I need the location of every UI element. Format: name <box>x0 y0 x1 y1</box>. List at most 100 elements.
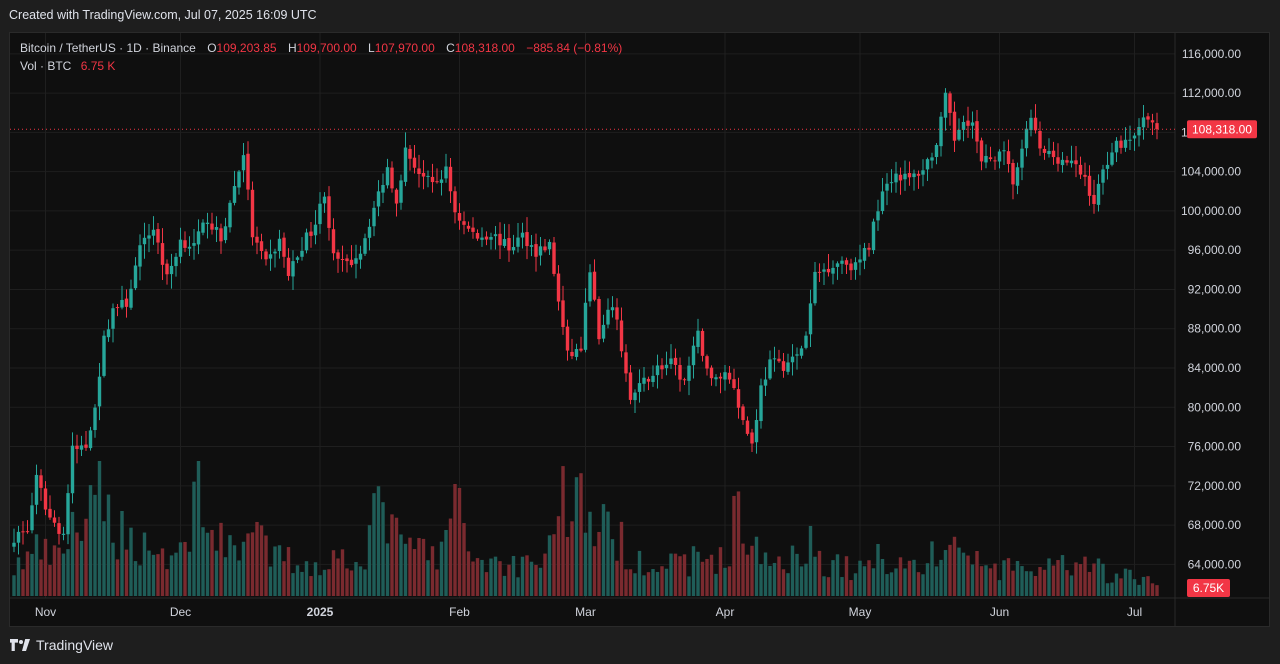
candle-body <box>993 160 997 162</box>
candle-body <box>178 239 183 257</box>
volume-bar <box>79 540 84 596</box>
candle-body <box>1002 150 1006 152</box>
candle-body <box>871 221 876 251</box>
volume-bar <box>151 554 156 596</box>
low-value: 107,970.00 <box>374 41 435 55</box>
volume-bar <box>723 567 727 596</box>
volume-bar <box>885 574 889 596</box>
volume-bar <box>709 554 714 596</box>
candle-body <box>331 229 336 254</box>
price-chart[interactable]: 64,000.00 68,000.00 72,000.00 76,000.00 80,0… <box>10 33 1270 627</box>
volume-bar <box>1150 583 1155 596</box>
volume-bar <box>714 573 718 596</box>
volume-bar <box>331 550 336 596</box>
candle-body <box>66 493 70 535</box>
candle-body <box>1065 160 1069 163</box>
candle-body <box>957 129 961 140</box>
symbol-label[interactable]: Bitcoin / TetherUS · 1D · Binance <box>20 41 196 55</box>
x-tick-label: Mar <box>575 605 596 619</box>
volume-bar <box>349 570 354 596</box>
candle-body <box>948 93 952 113</box>
candle-body <box>358 253 363 260</box>
tradingview-logo[interactable]: TradingView <box>10 637 113 653</box>
candle-body <box>403 147 408 182</box>
candle-body <box>633 392 637 401</box>
candle-body <box>943 92 948 118</box>
candle-body <box>25 531 30 533</box>
volume-bar <box>574 477 579 596</box>
candle-body <box>93 407 97 431</box>
volume-bar <box>844 556 849 596</box>
candle-body <box>538 246 543 256</box>
chart-panel[interactable]: 64,000.00 68,000.00 72,000.00 76,000.00 80,0… <box>9 32 1270 627</box>
volume-bar <box>295 565 300 596</box>
volume-bar <box>471 561 475 596</box>
candle-body <box>43 488 48 510</box>
candle-body <box>21 531 25 533</box>
candle-body <box>1020 148 1024 168</box>
volume-bar <box>336 558 340 596</box>
candle-body <box>133 265 138 289</box>
y-tick-label: 88,000.00 <box>1188 322 1242 336</box>
candle-body <box>529 245 534 247</box>
y-tick-label: 72,000.00 <box>1188 479 1242 493</box>
candle-body <box>912 173 916 178</box>
volume-bar <box>106 494 111 596</box>
volume-bar <box>435 569 439 596</box>
candle-body <box>840 260 844 264</box>
candle-body <box>286 257 291 276</box>
volume-bar <box>912 559 916 596</box>
volume-bar <box>795 553 799 596</box>
candle-body <box>1015 167 1020 186</box>
candle-body <box>1150 120 1155 123</box>
volume-bar <box>736 491 741 596</box>
volume-bar <box>538 567 543 596</box>
volume-bar <box>210 529 214 596</box>
candle-body <box>34 474 39 505</box>
last-volume-tag <box>1187 579 1230 597</box>
volume-bar <box>138 565 142 596</box>
volume-bar <box>264 535 268 596</box>
candle-body <box>264 251 268 260</box>
candle-body <box>399 180 403 203</box>
volume-bar <box>277 545 282 596</box>
y-tick-label: 92,000.00 <box>1188 282 1242 296</box>
candle-body <box>435 181 439 183</box>
volume-bar <box>790 545 795 596</box>
volume-label[interactable]: Vol · BTC <box>20 59 72 73</box>
volume-bar <box>48 564 52 596</box>
candle-body <box>318 203 322 225</box>
candle-body <box>916 173 921 176</box>
candle-body <box>637 383 642 392</box>
candle-body <box>304 232 309 251</box>
volume-bar <box>480 559 484 596</box>
volume-bar <box>1132 579 1137 596</box>
volume-bar <box>660 566 664 596</box>
candle-body <box>147 235 151 239</box>
volume-bar <box>367 525 372 596</box>
candle-body <box>592 271 597 300</box>
candle-body <box>1123 139 1128 148</box>
y-tick-label: 112,000.00 <box>1182 86 1241 100</box>
candle-body <box>61 533 66 535</box>
candle-body <box>381 185 385 193</box>
volume-bar <box>273 546 277 596</box>
candle-body <box>1114 140 1119 153</box>
volume-bar <box>16 557 21 596</box>
volume-bar <box>93 494 97 596</box>
volume-bar <box>1029 571 1033 596</box>
volume-bar <box>259 525 264 596</box>
y-tick-label: 76,000.00 <box>1188 440 1242 454</box>
volume-bar <box>808 525 813 596</box>
candle-body <box>408 148 412 159</box>
candle-body <box>570 351 574 357</box>
y-tick-label: 104,000.00 <box>1181 165 1241 179</box>
volume-bar <box>772 562 777 596</box>
volume-bar <box>169 555 174 596</box>
candle-body <box>853 262 858 270</box>
candle-body <box>826 268 831 273</box>
candle-body <box>120 299 124 308</box>
volume-bar <box>669 553 673 596</box>
volume-bar <box>534 564 538 596</box>
volume-bar <box>1078 564 1083 596</box>
